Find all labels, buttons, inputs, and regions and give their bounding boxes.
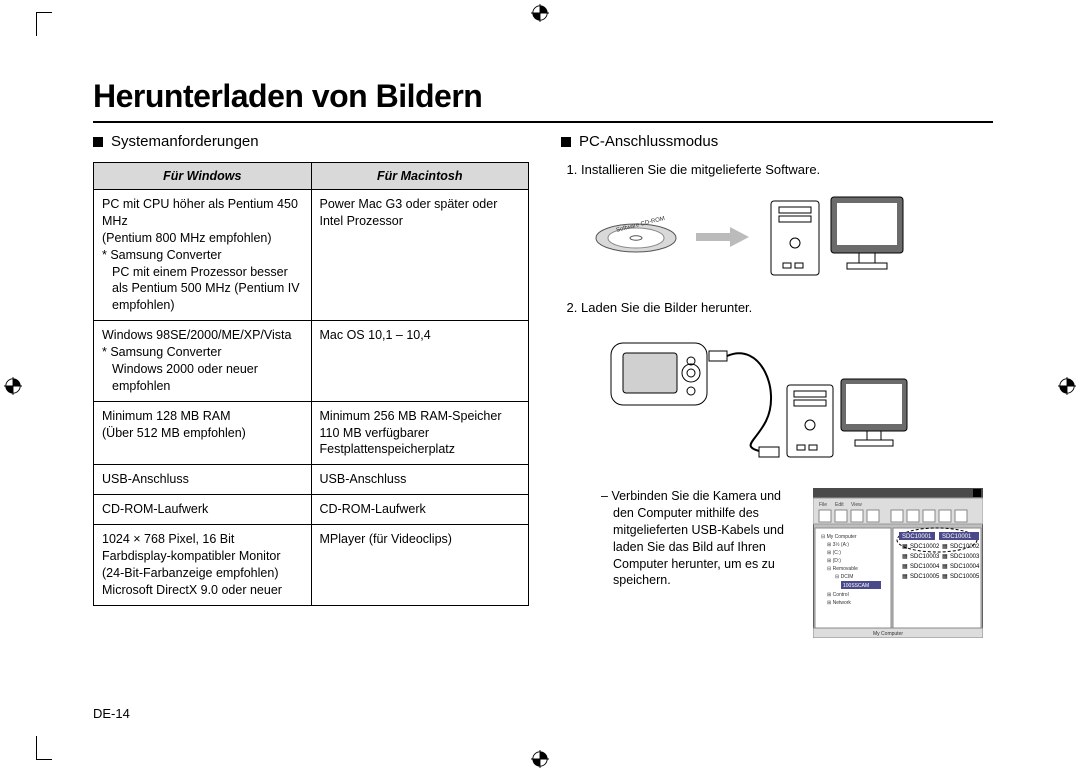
svg-text:SDC10001: SDC10001 xyxy=(942,534,972,540)
section-heading-label: Systemanforderungen xyxy=(111,133,259,150)
table-cell: Minimum 256 MB RAM-Speicher 110 MB verfü… xyxy=(311,401,529,465)
table-row: Minimum 128 MB RAM (Über 512 MB empfohle… xyxy=(94,401,529,465)
svg-text:SDC10004: SDC10004 xyxy=(950,564,980,570)
requirements-table: Für Windows Für Macintosh PC mit CPU höh… xyxy=(93,162,529,606)
table-cell: PC mit CPU höher als Pentium 450 MHz (Pe… xyxy=(94,190,312,321)
svg-text:⊞ Network: ⊞ Network xyxy=(827,600,851,606)
table-cell: CD-ROM-Laufwerk xyxy=(94,495,312,525)
svg-text:⊞ Control: ⊞ Control xyxy=(827,592,849,598)
print-mark-bottom xyxy=(531,750,549,768)
page-number: DE-14 xyxy=(93,706,130,721)
svg-text:100SSCAM: 100SSCAM xyxy=(843,583,869,589)
substep-row: – Verbinden Sie die Kamera und den Compu… xyxy=(581,488,991,641)
section-heading-pcmode: PC-Anschlussmodus xyxy=(561,133,991,150)
table-cell: 1024 × 768 Pixel, 16 Bit Farbdisplay-kom… xyxy=(94,525,312,606)
table-cell: Power Mac G3 oder später oder Intel Proz… xyxy=(311,190,529,321)
table-row: USB-Anschluss USB-Anschluss xyxy=(94,465,529,495)
bullet-square-icon xyxy=(93,137,103,147)
table-row: CD-ROM-Laufwerk CD-ROM-Laufwerk xyxy=(94,495,529,525)
column-left: Systemanforderungen Für Windows Für Maci… xyxy=(93,133,529,647)
section-heading-label: PC-Anschlussmodus xyxy=(579,133,718,150)
svg-text:SDC10005: SDC10005 xyxy=(950,574,980,580)
step-text: Laden Sie die Bilder herunter. xyxy=(581,300,752,315)
table-cell: Minimum 128 MB RAM (Über 512 MB empfohle… xyxy=(94,401,312,465)
table-header: Für Macintosh xyxy=(311,163,529,190)
svg-text:▦: ▦ xyxy=(902,564,908,570)
svg-text:SDC10003: SDC10003 xyxy=(950,554,980,560)
svg-text:⊞ (D:): ⊞ (D:) xyxy=(827,558,841,564)
table-row: Windows 98SE/2000/ME/XP/Vista * Samsung … xyxy=(94,321,529,402)
illustration-install: Software CD-ROM xyxy=(591,183,991,286)
svg-text:SDC10001: SDC10001 xyxy=(902,534,932,540)
table-cell: USB-Anschluss xyxy=(94,465,312,495)
svg-text:▦: ▦ xyxy=(902,544,908,550)
table-header: Für Windows xyxy=(94,163,312,190)
svg-text:▦: ▦ xyxy=(942,564,948,570)
page-content: Herunterladen von Bildern Systemanforder… xyxy=(93,78,993,647)
svg-text:SDC10002: SDC10002 xyxy=(950,544,980,550)
page-title: Herunterladen von Bildern xyxy=(93,78,993,115)
svg-text:File: File xyxy=(819,502,827,508)
svg-text:⊟ My Computer: ⊟ My Computer xyxy=(821,534,857,540)
svg-text:SDC10004: SDC10004 xyxy=(910,564,940,570)
svg-text:▦: ▦ xyxy=(942,554,948,560)
print-mark-left xyxy=(4,377,22,395)
table-cell: MPlayer (für Videoclips) xyxy=(311,525,529,606)
table-cell: USB-Anschluss xyxy=(311,465,529,495)
svg-text:My Computer: My Computer xyxy=(873,631,903,637)
table-row: 1024 × 768 Pixel, 16 Bit Farbdisplay-kom… xyxy=(94,525,529,606)
print-mark-right xyxy=(1058,377,1076,395)
svg-text:SDC10002: SDC10002 xyxy=(910,544,940,550)
section-heading-requirements: Systemanforderungen xyxy=(93,133,529,150)
title-rule xyxy=(93,121,993,123)
illustration-connect xyxy=(591,321,991,474)
svg-text:⊟ DCIM: ⊟ DCIM xyxy=(835,574,853,580)
step-text: Installieren Sie die mitgelieferte Softw… xyxy=(581,162,820,177)
table-cell: Windows 98SE/2000/ME/XP/Vista * Samsung … xyxy=(94,321,312,402)
table-cell: CD-ROM-Laufwerk xyxy=(311,495,529,525)
svg-text:▦: ▦ xyxy=(942,574,948,580)
svg-text:⊞ 3½ (A:): ⊞ 3½ (A:) xyxy=(827,541,849,548)
svg-text:⊞ (C:): ⊞ (C:) xyxy=(827,550,841,556)
step-item: Laden Sie die Bilder herunter. xyxy=(581,300,991,641)
print-mark-top xyxy=(531,4,549,22)
svg-text:▦: ▦ xyxy=(902,574,908,580)
svg-text:Edit: Edit xyxy=(835,502,844,508)
svg-text:View: View xyxy=(851,502,862,508)
svg-text:▦: ▦ xyxy=(942,544,948,550)
svg-text:SDC10003: SDC10003 xyxy=(910,554,940,560)
table-cell: Mac OS 10,1 – 10,4 xyxy=(311,321,529,402)
crop-mark-bl xyxy=(36,736,52,760)
substep-text: – Verbinden Sie die Kamera und den Compu… xyxy=(581,488,801,641)
steps-list: Installieren Sie die mitgelieferte Softw… xyxy=(561,162,991,641)
step-item: Installieren Sie die mitgelieferte Softw… xyxy=(581,162,991,286)
illustration-screenshot: File Edit View xyxy=(813,488,983,641)
svg-text:⊟ Removable: ⊟ Removable xyxy=(827,566,858,572)
bullet-square-icon xyxy=(561,137,571,147)
svg-text:SDC10005: SDC10005 xyxy=(910,574,940,580)
table-row: PC mit CPU höher als Pentium 450 MHz (Pe… xyxy=(94,190,529,321)
column-right: PC-Anschlussmodus Installieren Sie die m… xyxy=(561,133,991,647)
crop-mark-tl xyxy=(36,12,52,36)
svg-text:▦: ▦ xyxy=(902,554,908,560)
